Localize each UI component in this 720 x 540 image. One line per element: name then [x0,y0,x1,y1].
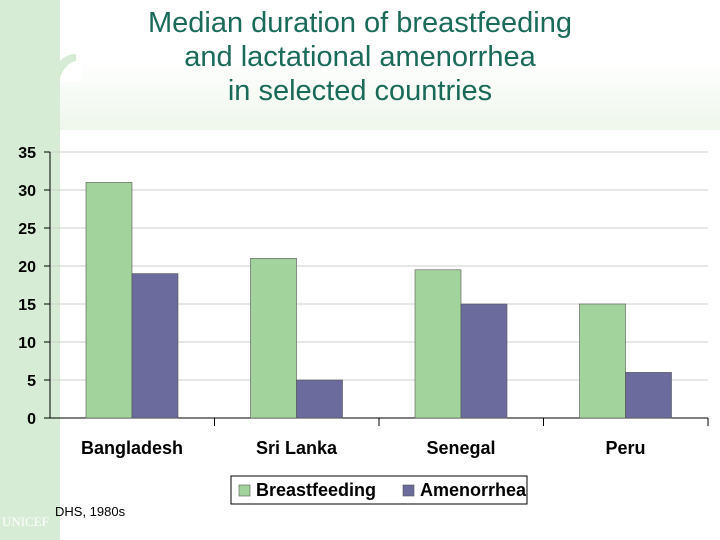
bar-breastfeeding-sri-lanka [250,258,297,419]
y-tick-label: 30 [18,183,36,200]
x-category-label: Bangladesh [81,438,183,458]
y-tick-label: 5 [27,373,36,390]
bar-amenorrhea-peru [625,372,672,419]
title-decorative-band [60,60,720,130]
y-tick-label: 0 [27,411,36,428]
bar-breastfeeding-senegal [414,269,462,419]
x-category-label: Senegal [426,438,495,458]
source-note: DHS, 1980s [55,504,126,519]
legend-label-breastfeeding: Breastfeeding [256,480,376,500]
legend-label-amenorrhea: Amenorrhea [420,480,527,500]
y-tick-label: 25 [18,221,36,238]
bar-amenorrhea-senegal [460,303,508,419]
chart-title-line-1: Median duration of breastfeeding [147,7,572,39]
legend-box [230,475,528,505]
y-tick-label: 20 [18,259,36,276]
bar-amenorrhea-sri-lanka [296,379,343,419]
x-category-label: Sri Lanka [256,438,338,458]
x-category-label: Peru [605,438,645,458]
bar-amenorrhea-bangladesh [131,273,179,419]
title-band-corner [60,60,82,82]
y-tick-label: 10 [18,335,36,352]
unicef-watermark: UNICEF [2,514,49,529]
bar-breastfeeding-peru [579,303,626,419]
y-tick-label: 35 [18,145,36,162]
chart-title-line-2: and lactational amenorrhea [184,41,536,73]
chart-title-line-3: in selected countries [227,75,493,107]
y-tick-label: 15 [18,297,36,314]
bar-breastfeeding-bangladesh [85,182,133,419]
legend-swatch-amenorrhea [402,484,415,497]
chart-title: Median duration of breastfeeding and lac… [60,6,660,108]
legend-swatch-breastfeeding [238,484,251,497]
